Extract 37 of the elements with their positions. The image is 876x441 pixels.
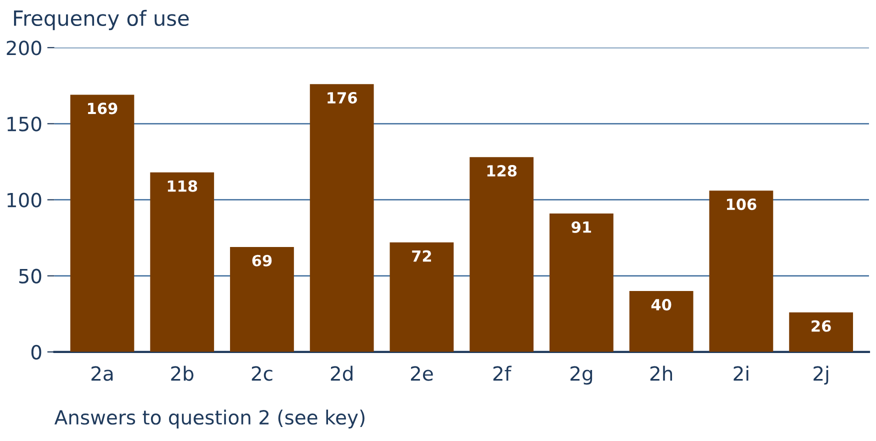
- x-tick-label: 2a: [92, 366, 113, 381]
- bar: [709, 190, 774, 352]
- y-tick-label: 100: [8, 192, 42, 208]
- data-label: 91: [572, 221, 592, 233]
- data-label: 169: [88, 102, 118, 114]
- x-tick-label: 2f: [493, 366, 512, 381]
- x-tick-label: 2c: [252, 366, 272, 381]
- chart-title: Frequency of use: [14, 10, 189, 30]
- bar: [470, 157, 534, 352]
- x-tick-label: 2i: [734, 366, 748, 381]
- x-tick-label: 2h: [650, 366, 672, 381]
- bar: [629, 291, 694, 352]
- y-tick-label: 50: [19, 268, 42, 284]
- y-tick-label: 0: [31, 344, 42, 360]
- data-label: 40: [651, 298, 672, 310]
- bar: [390, 242, 454, 352]
- x-tick-label: 2g: [570, 366, 592, 385]
- bar: [789, 312, 854, 352]
- y-tick-label: 150: [8, 116, 42, 132]
- x-tick-label: 2j: [814, 366, 828, 385]
- data-label: 26: [812, 320, 831, 332]
- data-label: 128: [487, 165, 517, 177]
- data-label: 118: [168, 180, 198, 192]
- bar: [150, 172, 214, 352]
- x-axis-title: Answers to question 2 (see key): [54, 410, 364, 428]
- bar: [310, 84, 374, 352]
- data-label: 69: [252, 254, 272, 266]
- data-label: 106: [726, 198, 756, 210]
- bar: [70, 94, 134, 352]
- data-label: 176: [328, 92, 357, 104]
- x-tick-label: 2d: [330, 366, 352, 381]
- x-tick-label: 2b: [171, 366, 194, 381]
- data-label: 72: [412, 250, 432, 262]
- bar: [230, 246, 294, 352]
- x-tick-label: 2e: [410, 366, 433, 381]
- y-tick-label: 200: [6, 40, 42, 56]
- bar: [550, 213, 614, 352]
